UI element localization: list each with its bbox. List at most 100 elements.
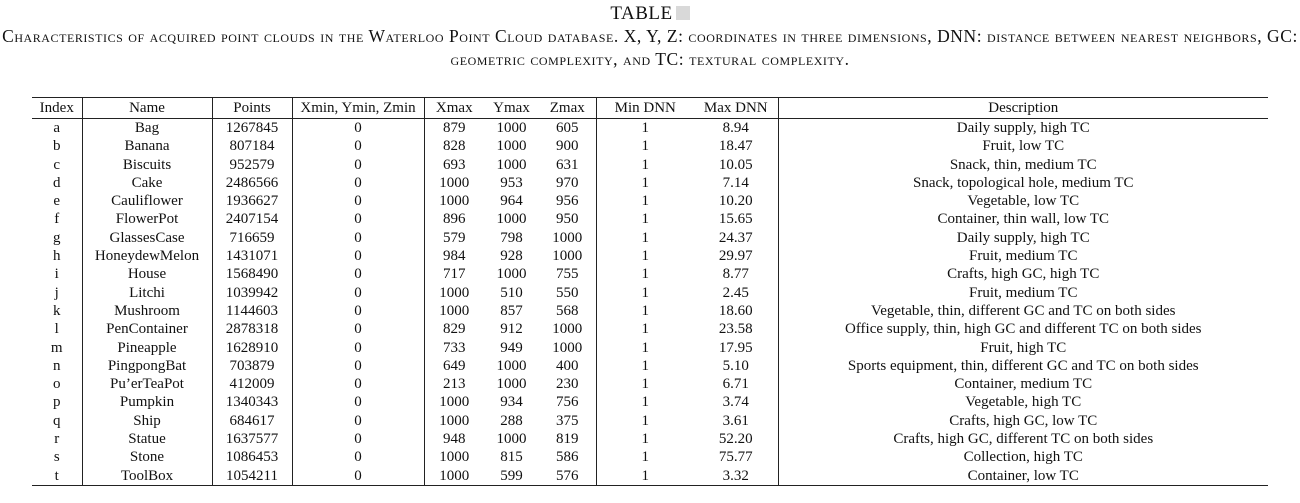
cell-max-dnn: 8.77 [694, 265, 779, 284]
cell-description: Sports equipment, thin, different GC and… [847, 357, 1199, 374]
cell-min-dnn: 1 [641, 229, 650, 246]
cell-xmax: 579 [443, 229, 466, 246]
cell-min-xyz: 0 [292, 265, 425, 284]
table-row: t ToolBox 1054211 0 1000 599 576 1 3.32 Container… [32, 466, 1268, 486]
table-row: l PenContainer 2878318 0 829 912 1000 1 23.58 Off… [32, 320, 1268, 339]
cell-ymax: 1000 [496, 357, 527, 374]
table-row: g GlassesCase 716659 0 579 798 1000 1 24.37 Daily… [32, 228, 1268, 248]
cell-min-xyz: 0 [292, 356, 425, 376]
table-row: c Biscuits 952579 0 693 1000 631 1 10.05 Snack, t… [32, 155, 1268, 174]
cell-min-dnn: 1 [641, 174, 650, 191]
table-row: b Banana 807184 0 828 1000 900 1 18.47 Fruit, low… [32, 137, 1268, 156]
cell-name: Cauliflower [82, 192, 213, 211]
cell-description: Snack, thin, medium TC [949, 156, 1097, 173]
cell-zmax: 631 [539, 155, 597, 174]
table-header-row: Index Name Points Xmin, Ymin, Zmin Xmax Ymax Z… [32, 97, 1268, 119]
cell-max-dnn: 17.95 [694, 338, 779, 357]
cell-name: GlassesCase [82, 228, 213, 248]
cell-zmax: 756 [539, 393, 597, 412]
cell-zmax: 1000 [539, 247, 597, 266]
cell-min-xyz: 0 [292, 228, 425, 248]
cell-points: 2878318 [212, 320, 293, 339]
cell-points: 1039942 [212, 283, 293, 302]
cell-points: 684617 [212, 411, 293, 431]
cell-xmax: 984 [443, 248, 466, 265]
cell-name: Ship [82, 411, 213, 431]
cell-description: Fruit, low TC [982, 138, 1065, 155]
cell-name: Cake [82, 173, 213, 193]
cell-max-dnn: 3.61 [694, 411, 779, 431]
cell-zmax: 900 [539, 137, 597, 156]
cell-min-xyz: 0 [292, 320, 425, 339]
table-label: TABLE [610, 3, 673, 24]
cell-max-dnn: 3.32 [694, 466, 779, 486]
cell-zmax: 400 [539, 356, 597, 376]
cell-points: 1568490 [212, 265, 293, 284]
cell-ymax: 815 [500, 449, 523, 466]
cell-points: 412009 [212, 375, 293, 394]
cell-zmax: 1000 [539, 338, 597, 357]
cell-name: Banana [82, 137, 213, 156]
cell-zmax: 550 [539, 283, 597, 302]
cell-min-dnn: 1 [641, 266, 650, 283]
cell-name: FlowerPot [82, 210, 213, 229]
cell-max-dnn: 8.94 [694, 118, 779, 138]
cell-ymax: 953 [500, 174, 523, 191]
table-row: s Stone 1086453 0 1000 815 586 1 75.77 Collection… [32, 448, 1268, 467]
cell-min-dnn: 1 [641, 193, 650, 210]
cell-xmax: 1000 [439, 174, 470, 191]
cell-points: 703879 [212, 356, 293, 376]
cell-xmax: 649 [443, 357, 466, 374]
cell-max-dnn: 5.10 [694, 356, 779, 376]
cell-name: PenContainer [82, 320, 213, 339]
cell-max-dnn: 2.45 [694, 283, 779, 302]
cell-min-dnn: 1 [641, 321, 650, 338]
cell-zmax: 950 [539, 210, 597, 229]
cell-index: p [32, 393, 83, 412]
cell-xmax: 213 [443, 376, 466, 393]
cell-min-xyz: 0 [292, 466, 425, 486]
cell-zmax: 1000 [539, 228, 597, 248]
cell-ymax: 1000 [496, 138, 527, 155]
cell-max-dnn: 7.14 [694, 173, 779, 193]
table-row: p Pumpkin 1340343 0 1000 934 756 1 3.74 Vegetable… [32, 393, 1268, 412]
cell-index: m [32, 338, 83, 357]
cell-ymax: 949 [500, 339, 523, 356]
table-row: o Pu’erTeaPot 412009 0 213 1000 230 1 6.71 Contai… [32, 375, 1268, 394]
cell-index: o [32, 375, 83, 394]
cell-name: Biscuits [82, 155, 213, 174]
cell-ymax: 1000 [496, 431, 527, 448]
cell-min-xyz: 0 [292, 283, 425, 302]
cell-description: Container, medium TC [954, 376, 1093, 393]
column-header-max-dnn: Max DNN [694, 97, 779, 119]
cell-max-dnn: 3.74 [694, 393, 779, 412]
cell-index: t [32, 466, 83, 486]
cell-ymax: 857 [500, 302, 523, 319]
cell-min-xyz: 0 [292, 192, 425, 211]
cell-zmax: 605 [539, 118, 597, 138]
cell-max-dnn: 52.20 [694, 430, 779, 449]
cell-xmax: 879 [443, 120, 466, 136]
cell-xmax: 717 [443, 266, 466, 283]
cell-name: HoneydewMelon [82, 247, 213, 266]
cell-min-xyz: 0 [292, 430, 425, 449]
cell-xmax: 1000 [439, 467, 470, 484]
cell-description: Office supply, thin, high GC and differe… [845, 321, 1202, 338]
cell-min-xyz: 0 [292, 411, 425, 431]
cell-ymax: 1000 [496, 156, 527, 173]
cell-description: Container, thin wall, low TC [937, 211, 1110, 228]
table-body: a Bag 1267845 0 879 1000 605 1 8.94 Daily supply,… [32, 118, 1268, 486]
cell-points: 1431071 [212, 247, 293, 266]
table-row: m Pineapple 1628910 0 733 949 1000 1 17.95 Fruit,… [32, 338, 1268, 357]
cell-min-xyz: 0 [292, 247, 425, 266]
cell-description: Vegetable, low TC [967, 193, 1080, 210]
column-header-xmax: Xmax [435, 99, 473, 116]
cell-min-dnn: 1 [641, 302, 650, 319]
cell-max-dnn: 18.60 [694, 301, 779, 321]
cell-xmax: 948 [443, 431, 466, 448]
cell-ymax: 928 [500, 248, 523, 265]
cell-index: g [32, 228, 83, 248]
cell-name: Stone [82, 448, 213, 467]
cell-zmax: 576 [539, 466, 597, 486]
